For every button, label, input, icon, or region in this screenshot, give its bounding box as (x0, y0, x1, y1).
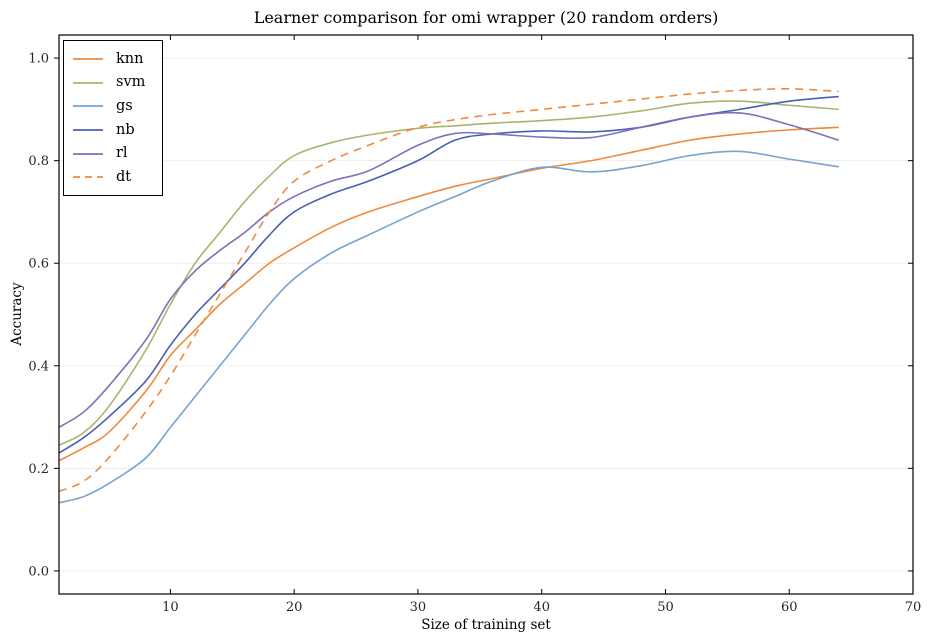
legend-swatch-gs (73, 105, 103, 108)
y-tick-label: 0.0 (28, 564, 49, 579)
chart-title: Learner comparison for omi wrapper (20 r… (253, 8, 719, 27)
axis-ticks: 10 20 30 40 50 60 70 0.0 0.2 0.4 0.6 0.8 1.0 (28, 35, 921, 615)
y-tick-label: 0.6 (28, 257, 49, 272)
legend-item-svm: svm (73, 71, 162, 95)
legend-label-rl: rl (116, 145, 128, 162)
legend-label-knn: knn (116, 50, 144, 67)
legend-item-gs: gs (73, 94, 162, 118)
x-tick-label: 20 (286, 600, 303, 615)
x-tick-label: 60 (781, 600, 798, 615)
series-line-gs (59, 150, 839, 504)
legend-swatch-nb (73, 128, 103, 131)
legend-swatch-knn (73, 57, 103, 60)
legend-swatch-rl (73, 152, 103, 155)
series-line-svm (59, 100, 839, 446)
legend-item-knn: knn (73, 47, 162, 71)
x-tick-label: 50 (657, 600, 674, 615)
y-tick-label: 0.2 (28, 462, 49, 477)
plot-frame (58, 34, 914, 595)
y-tick-label: 0.8 (28, 154, 49, 169)
legend-item-dt: dt (73, 165, 162, 189)
x-axis-label: Size of training set (421, 617, 551, 633)
y-axis-label: Accuracy (9, 282, 25, 346)
x-tick-label: 10 (162, 600, 179, 615)
series-line-nb (59, 95, 839, 454)
series-line-rl (59, 111, 839, 429)
legend-label-svm: svm (116, 74, 146, 91)
x-tick-label: 70 (905, 600, 922, 615)
y-tick-label: 1.0 (28, 52, 49, 67)
legend-label-nb: nb (116, 121, 135, 138)
gridlines (59, 57, 913, 572)
x-tick-label: 30 (410, 600, 427, 615)
legend-swatch-dt (73, 176, 103, 179)
legend-item-rl: rl (73, 142, 162, 166)
legend-swatch-svm (73, 81, 103, 84)
legend-label-gs: gs (116, 97, 133, 114)
series-line-knn (59, 126, 839, 462)
x-tick-label: 40 (533, 600, 550, 615)
legend-item-nb: nb (73, 118, 162, 142)
series-line-dt (59, 88, 839, 493)
series-lines (59, 88, 839, 504)
legend: knn svm gs nb rl dt (63, 40, 163, 196)
legend-label-dt: dt (116, 168, 132, 185)
y-tick-label: 0.4 (28, 359, 49, 374)
